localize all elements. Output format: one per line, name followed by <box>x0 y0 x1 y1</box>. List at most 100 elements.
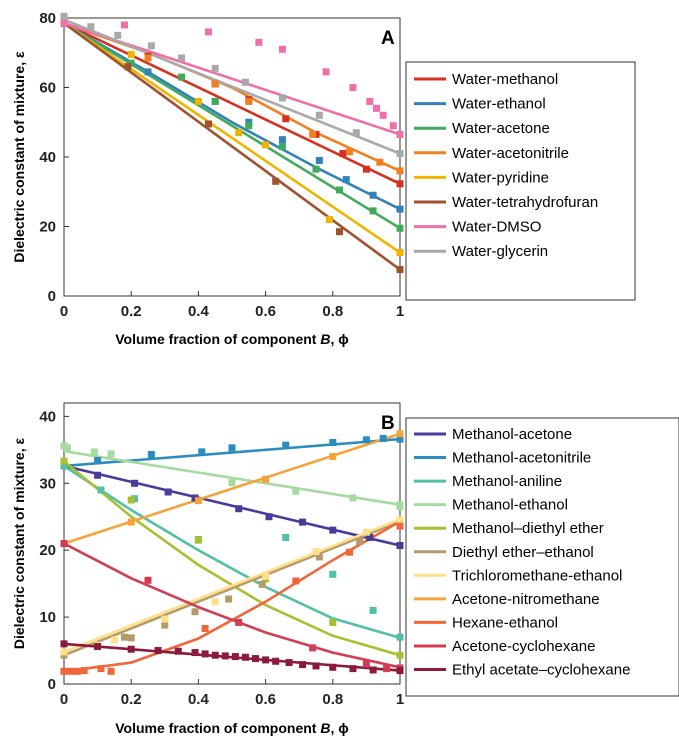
panel-b-data-point <box>161 621 169 629</box>
panel-a-data-point <box>372 104 380 112</box>
panel-a-data-point <box>325 216 333 224</box>
panel-b-fit-line <box>64 464 400 640</box>
panel-a-data-point <box>336 186 344 194</box>
panel-b-data-point <box>60 457 68 465</box>
panel-b-data-point <box>211 651 219 659</box>
panel-b-data-point <box>225 595 233 603</box>
panel-b-data-point <box>63 444 71 452</box>
panel-a-y-tick-label: 60 <box>39 80 56 97</box>
panel-b-data-point <box>154 647 162 655</box>
panel-a-data-point <box>211 97 219 105</box>
panel-a-x-tick-label: 0.8 <box>322 303 343 320</box>
panel-b-data-point <box>67 667 75 675</box>
panel-b-data-point <box>127 634 135 642</box>
panel-b-x-tick-label: 0.8 <box>322 691 343 708</box>
panel-b-fit-line <box>64 437 400 468</box>
panel-b-data-point <box>107 667 115 675</box>
panel-b-y-tick-label: 0 <box>48 676 56 693</box>
panel-a-data-point <box>278 143 286 151</box>
panel-b-data-point <box>107 450 115 458</box>
panel-b-x-axis-label: Volume fraction of component B, ϕ <box>115 720 348 736</box>
panel-b-data-point <box>366 533 374 541</box>
panel-b-data-point <box>80 667 88 675</box>
panel-a-data-point <box>376 158 384 166</box>
panel-b-data-point <box>329 663 337 671</box>
panel-b-data-point <box>292 577 300 585</box>
panel-b-data-point <box>396 435 404 443</box>
panel-a-y-tick-label: 40 <box>39 149 56 166</box>
panel-b-data-point <box>396 633 404 641</box>
panel-a-x-axis-label-main: Volume fraction of component <box>115 331 320 347</box>
panel-a-data-point <box>282 115 290 123</box>
panel-a-data-point <box>124 63 132 71</box>
panel-b-data-point <box>329 526 337 534</box>
panel-b-data-point <box>329 438 337 446</box>
panel-b-data-point <box>282 533 290 541</box>
panel-b-label: B <box>381 413 395 434</box>
panel-b-data-point <box>191 649 199 657</box>
panel-b-data-point <box>60 640 68 648</box>
panel-a-y-tick-label: 0 <box>48 288 56 305</box>
panel-b-data-point <box>144 576 152 584</box>
panel-a-data-point <box>204 28 212 36</box>
panel-b-data-point <box>127 645 135 653</box>
panel-b-fit-line <box>64 464 400 547</box>
panel-b-data-point <box>329 570 337 578</box>
panel-a-data-point <box>366 97 374 105</box>
panel-a-legend: Water-methanol Water-ethanol Water-acetone… <box>405 61 636 301</box>
panel-a-fit-lines <box>64 18 400 271</box>
panel-b-y-tick-label: 40 <box>39 408 56 425</box>
panel-a-legend-label: Water-tetrahydrofuran <box>452 194 598 211</box>
panel-b-data-point <box>201 624 209 632</box>
panel-b-x-tick-label: 1 <box>396 691 404 708</box>
panel-b-data-point <box>73 667 81 675</box>
panel-a-data-point <box>362 165 370 173</box>
panel-b-data-point <box>299 661 307 669</box>
panel-b-data-point <box>262 475 270 483</box>
panel-a-data-point <box>352 129 360 137</box>
panel-b-data-point <box>285 659 293 667</box>
panel-a-data-point <box>278 136 286 144</box>
panel-b-data-point <box>211 598 219 606</box>
panel-a-data-point <box>60 12 68 20</box>
panel-b-data-point <box>272 657 280 665</box>
panel-b-data-point <box>262 572 270 580</box>
panel-b-data-point <box>362 528 370 536</box>
panel-b-y-tick-label: 20 <box>39 542 56 559</box>
panel-b-data-point <box>94 643 102 651</box>
panel-a-data-point <box>396 150 404 158</box>
panel-a-data-point <box>379 111 387 119</box>
panel-b-data-point <box>131 479 139 487</box>
panel-a-data-point <box>147 42 155 50</box>
panel-a-fit-line <box>64 18 400 155</box>
panel-b-data-point <box>110 636 118 644</box>
panel-b-data-point <box>235 505 243 513</box>
panel-a-data-point <box>349 84 357 91</box>
panel-b-data-point <box>252 655 260 663</box>
panel-b-data-point <box>262 656 270 664</box>
panel-b-data-point <box>120 633 128 641</box>
panel-a-data-point <box>278 45 286 53</box>
panel-b-data-point <box>349 665 357 673</box>
panel-a-data-point <box>315 111 323 119</box>
panel-a-data-point <box>396 167 404 175</box>
panel-b-data-point <box>231 653 239 661</box>
panel-b-data-point <box>282 441 290 449</box>
panel-b-fit-line <box>64 449 400 506</box>
panel-b-data-point <box>396 430 404 438</box>
panel-b-data-point <box>312 548 320 556</box>
panel-a-data-point <box>389 122 397 130</box>
panel-b-data-point <box>191 608 199 616</box>
panel-b-data-point <box>362 660 370 668</box>
panel-b-data-point <box>315 553 323 561</box>
panel-b-fit-line <box>64 518 400 654</box>
panel-a-data-point <box>211 64 219 72</box>
panel-a-data-point <box>396 130 404 138</box>
panel-b-legend-label: Hexane-ethanol <box>452 614 558 631</box>
panel-b-data-point <box>379 434 387 442</box>
panel-b-data-point <box>356 537 364 545</box>
panel-a-data-point <box>346 148 354 156</box>
panel-b-data-point <box>201 650 209 658</box>
panel-b-data-point <box>97 486 105 494</box>
